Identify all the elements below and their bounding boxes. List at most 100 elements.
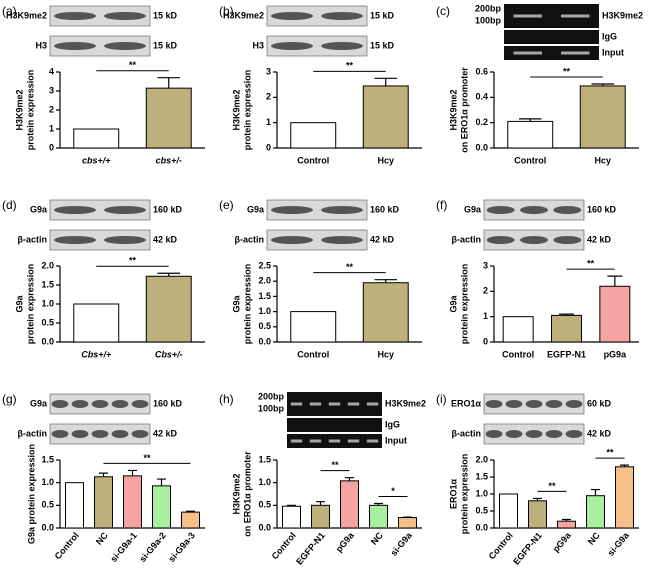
y-tick-label: 3 (49, 85, 54, 95)
x-tick-label: NC (586, 530, 602, 547)
blot-band (71, 430, 89, 438)
bar (290, 311, 337, 343)
blot-strip (266, 229, 368, 251)
y-axis-title: G9a protein expression (26, 444, 36, 544)
panel-label: (e) (219, 198, 234, 212)
blot-strip (49, 199, 151, 221)
y-tick-label: 1.0 (258, 477, 271, 487)
bar (398, 517, 417, 529)
error-bar (591, 488, 600, 496)
y-tick-label: 1 (483, 311, 488, 321)
blot-label: G9a (464, 204, 482, 214)
x-tick-label: cbs+/- (156, 155, 182, 165)
gel-marker: 100bp (258, 403, 285, 413)
blot-band (271, 206, 313, 214)
sig-label: ** (143, 453, 151, 463)
y-axis-title: H3K9me2 (231, 473, 241, 514)
y-tick-label: 0.0 (258, 336, 271, 346)
x-tick-label: Hcy (377, 349, 394, 359)
error-bar (607, 275, 623, 287)
y-axis-title: protein expression (459, 264, 469, 345)
x-tick-label: si-G9a-1 (108, 530, 138, 564)
blot-band (91, 400, 109, 408)
y-tick-label: 0 (49, 142, 54, 152)
bar (362, 282, 409, 343)
bar (615, 466, 634, 529)
bar (502, 316, 534, 343)
y-tick-label: 0.5 (41, 317, 54, 327)
y-tick-label: 2 (483, 286, 488, 296)
bar (282, 505, 301, 529)
blot-band (545, 400, 563, 408)
y-tick-label: 0.0 (41, 522, 54, 532)
blot-band (520, 206, 548, 214)
bar (181, 511, 200, 529)
gel-row-label: Input (385, 435, 407, 445)
gel-band (561, 51, 590, 55)
blot-size: 160 kD (153, 398, 183, 408)
blot-band (54, 206, 96, 214)
panel-label: (f) (436, 198, 447, 212)
y-tick-label: 1.5 (475, 471, 488, 481)
x-tick-label: si-G9a (606, 530, 632, 558)
gel-row-label: Input (602, 47, 624, 57)
y-tick-label: 0.5 (258, 500, 271, 510)
error-bar (128, 469, 137, 476)
blot-band (321, 206, 363, 214)
y-tick-label: 0.0 (475, 522, 488, 532)
sig-label: ** (129, 60, 137, 70)
bar (123, 475, 142, 529)
blot-band (54, 12, 96, 20)
error-bar (99, 472, 108, 477)
error-bar (519, 118, 542, 122)
x-tick-label: NC (369, 530, 385, 547)
blot-size: 15 kD (153, 10, 178, 20)
x-tick-label: Cbs+/+ (81, 349, 112, 359)
y-tick-label: 0 (266, 142, 271, 152)
bar (369, 504, 388, 529)
blot-band (545, 430, 563, 438)
y-tick-label: 2 (49, 104, 54, 114)
blot-size: 42 kD (153, 234, 178, 244)
y-tick-label: 0.0 (41, 336, 54, 346)
y-axis-title: protein expression (242, 264, 252, 345)
blot-band (486, 236, 515, 244)
blot-band (51, 400, 69, 408)
gel-marker: 100bp (475, 15, 502, 25)
gel-band (328, 402, 341, 406)
error-bar (374, 279, 397, 283)
blot-band (111, 400, 129, 408)
x-tick-label: Control (53, 530, 81, 561)
y-axis-title: protein expression (242, 70, 252, 151)
gel-band (347, 439, 360, 443)
gel-band (366, 402, 379, 406)
gel-band (347, 402, 360, 406)
blot-band (131, 430, 149, 438)
blot-label: β-actin (235, 234, 265, 244)
y-tick-label: 2.0 (475, 454, 488, 464)
panel-label: (b) (219, 4, 234, 18)
error-bar (157, 478, 166, 486)
x-tick-label: Control (297, 155, 329, 165)
sig-label: ** (606, 447, 614, 457)
y-tick-label: 0.2 (475, 117, 488, 127)
bar (73, 303, 120, 343)
blot-label: β-actin (18, 234, 48, 244)
error-bar (157, 77, 180, 89)
x-tick-label: NC (94, 530, 110, 547)
blot-band (520, 236, 548, 244)
blot-size: 15 kD (153, 40, 178, 50)
x-tick-label: EGFP-N1 (511, 530, 544, 566)
blot-band (525, 430, 543, 438)
y-tick-label: 1.5 (41, 454, 54, 464)
blot-band (553, 206, 582, 214)
x-tick-label: Hcy (594, 155, 611, 165)
bar (94, 476, 113, 529)
gel-strip (504, 30, 599, 44)
bar (290, 122, 337, 149)
gel-band (290, 402, 303, 406)
gel-band (513, 51, 542, 55)
blot-band (271, 42, 313, 50)
blot-strip (49, 229, 151, 251)
blot-band (321, 236, 363, 244)
